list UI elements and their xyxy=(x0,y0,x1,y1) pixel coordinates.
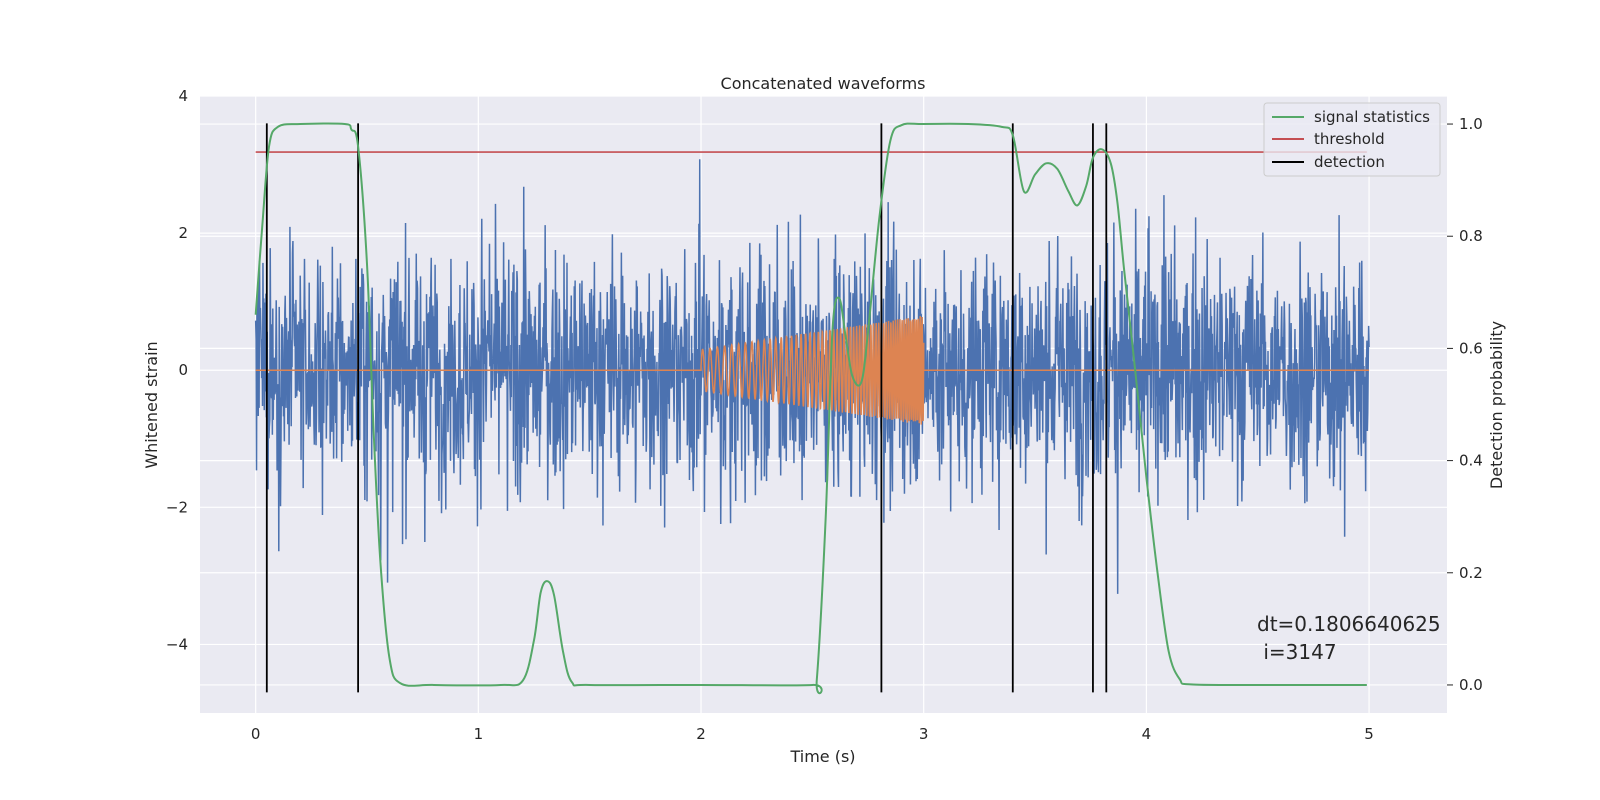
y-tick-label: −2 xyxy=(166,498,188,516)
y-tick-label: 4 xyxy=(178,87,188,105)
legend-label-threshold: threshold xyxy=(1314,130,1385,148)
y-tick-label: −4 xyxy=(166,635,188,653)
annotation-i: i=3147 xyxy=(1257,640,1337,664)
x-axis-label: Time (s) xyxy=(789,747,855,766)
legend-label-detection: detection xyxy=(1314,153,1385,171)
x-tick-label: 0 xyxy=(251,725,261,743)
chart-title: Concatenated waveforms xyxy=(721,74,926,93)
y-tick-label: 0 xyxy=(178,361,188,379)
x-tick-label: 2 xyxy=(696,725,706,743)
x-tick-label: 1 xyxy=(474,725,484,743)
x-tick-label: 3 xyxy=(919,725,929,743)
legend-box xyxy=(1263,102,1441,177)
y2-tick-label: 1.0 xyxy=(1459,115,1483,133)
series-layer xyxy=(254,122,1370,695)
y2-tick-label: 0.4 xyxy=(1459,452,1483,470)
y-tick-label: 2 xyxy=(178,224,188,242)
y-axis-label: Whitened strain xyxy=(142,341,161,468)
y2-tick-label: 0.0 xyxy=(1459,676,1483,694)
y2-tick-label: 0.2 xyxy=(1459,564,1483,582)
y2-tick-label: 0.8 xyxy=(1459,227,1483,245)
injection-waveform-line xyxy=(255,316,1370,425)
x-tick-label: 5 xyxy=(1364,725,1374,743)
x-tick-label: 4 xyxy=(1142,725,1152,743)
ticks-layer: 0 1 2 3 4 5 −4 −2 0 2 4 0.0 0.2 0.4 0.6 0.8 1.0 xyxy=(166,87,1483,743)
strain-noise-line xyxy=(254,159,1370,594)
legend-label-signal-statistics: signal statistics xyxy=(1314,108,1430,126)
y2-tick-label: 0.6 xyxy=(1459,339,1483,357)
legend: signal statistics threshold detection xyxy=(1263,102,1441,177)
signal-statistics-line xyxy=(254,122,1367,695)
annotation-dt: dt=0.1806640625 xyxy=(1257,612,1441,636)
y2-axis-label: Detection probability xyxy=(1487,321,1506,489)
